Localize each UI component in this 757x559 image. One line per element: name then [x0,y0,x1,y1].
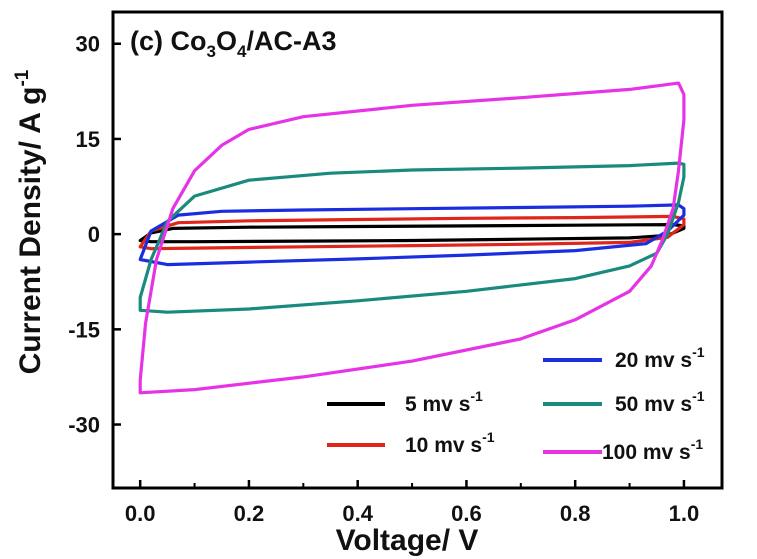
x-tick-label: 0.6 [451,501,482,526]
x-tick-label: 0.0 [125,501,156,526]
y-tick-label: 30 [76,32,100,57]
cv-curve [138,81,686,395]
plot-frame [111,10,724,490]
legend-label: 20 mv s-1 [615,344,705,372]
y-tick-label: 15 [76,127,100,152]
cv-curve [138,223,686,244]
title-sub2: 4 [237,42,247,61]
x-tick-label: 1.0 [669,501,700,526]
y-tick-label: 0 [88,222,100,247]
legend-label: 5 mv s-1 [405,388,483,416]
cv-curves [138,81,686,395]
legend-label: 50 mv s-1 [615,388,705,416]
title-mid: O [216,26,237,56]
legend-label: 100 mv s-1 [602,436,703,464]
y-tick-label: -30 [68,413,100,438]
cv-curve [138,203,686,267]
x-tick-label: 0.4 [342,501,373,526]
title-suffix: /AC-A3 [246,26,336,56]
y-tick-label: -15 [68,317,100,342]
x-tick-label: 0.8 [560,501,591,526]
y-axis-label-sup: -1 [12,69,33,86]
x-tick-label: 0.2 [234,501,265,526]
legend: 5 mv s-1 10 mv s-1 20 mv s-1 50 mv s-1 100 m… [327,344,705,464]
title-sub1: 3 [207,42,216,61]
panel-title: (c) Co3O4/AC-A3 [130,26,336,61]
axis-ticks: 0.0 0.2 0.4 0.6 0.8 1.0 -30 -15 0 15 30 [68,32,699,526]
cv-curve [138,161,686,314]
cv-curve [138,214,686,251]
y-axis-label: Current Density/ A g-1 [12,69,47,374]
legend-label: 10 mv s-1 [405,429,495,457]
y-axis-label-main: Current Density/ A g [14,87,47,375]
x-axis-label: Voltage/ V [336,524,479,557]
title-prefix: (c) Co [130,26,207,56]
